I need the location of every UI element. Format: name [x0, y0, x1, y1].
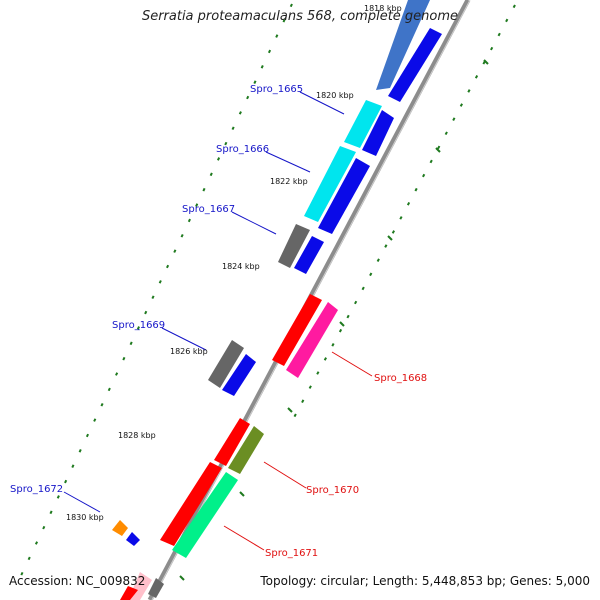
gene-spro-1668-cds[interactable]: [286, 302, 338, 378]
tick-marks: [179, 59, 489, 581]
gene-spro-1670-feature[interactable]: [214, 418, 250, 466]
gene-spro-1672-cds[interactable]: [126, 532, 140, 546]
gene-label-spro-1668[interactable]: Spro_1668: [374, 373, 427, 384]
gene-spro-1666-cds[interactable]: [318, 158, 370, 234]
tick-label-1824: 1824 kbp: [222, 262, 260, 271]
gene-spro-1672-feature[interactable]: [112, 520, 128, 536]
gene-label-spro-1665[interactable]: Spro_1665: [250, 84, 303, 95]
label-leader-lines: [63, 91, 373, 551]
gene-spro-1665-feature[interactable]: [344, 100, 382, 148]
gene-label-spro-1667[interactable]: Spro_1667: [182, 204, 235, 215]
tick-label-1830: 1830 kbp: [66, 513, 104, 522]
tick-label-1826: 1826 kbp: [170, 347, 208, 356]
tick-label-1820: 1820 kbp: [316, 91, 354, 100]
tick-label-1822: 1822 kbp: [270, 177, 308, 186]
gene-spro-1666-feature[interactable]: [304, 146, 356, 222]
gene-spro-1668-feature[interactable]: [272, 294, 322, 366]
gene-spro-1667-cds[interactable]: [294, 236, 324, 274]
gene-red-bottom[interactable]: [120, 586, 138, 600]
gene-spro-1667-feature[interactable]: [278, 224, 310, 268]
gene-spro-1669-feature[interactable]: [208, 340, 244, 388]
gene-spro-1664-part[interactable]: [376, 0, 430, 90]
gene-label-spro-1672[interactable]: Spro_1672: [10, 484, 63, 495]
gene-spro-1664[interactable]: [388, 28, 442, 102]
gene-spro-1665-cds[interactable]: [362, 110, 394, 156]
gene-spro-1670-cds[interactable]: [228, 426, 264, 474]
gene-gray-bottom[interactable]: [148, 578, 164, 598]
genome-summary-text: Topology: circular; Length: 5,448,853 bp…: [260, 574, 590, 588]
gene-spro-1669-cds[interactable]: [222, 354, 256, 396]
gene-spro-1671-cds[interactable]: [172, 472, 238, 558]
outer-guide-dots: [289, 4, 516, 426]
reverse-strand-features: [120, 294, 338, 600]
genome-title: Serratia proteamaculans 568, complete ge…: [141, 9, 459, 24]
tick-label-1828: 1828 kbp: [118, 431, 156, 440]
gene-label-spro-1666[interactable]: Spro_1666: [216, 144, 269, 155]
tick-label-1818: 1818 kbp: [364, 4, 402, 13]
gene-label-spro-1669[interactable]: Spro_1669: [112, 320, 165, 331]
forward-strand-features: [112, 0, 442, 598]
accession-text: Accession: NC_009832: [9, 574, 146, 588]
gene-label-spro-1671[interactable]: Spro_1671: [265, 548, 318, 559]
gene-label-spro-1670[interactable]: Spro_1670: [306, 485, 359, 496]
gene-spro-1671-feature[interactable]: [160, 462, 222, 546]
